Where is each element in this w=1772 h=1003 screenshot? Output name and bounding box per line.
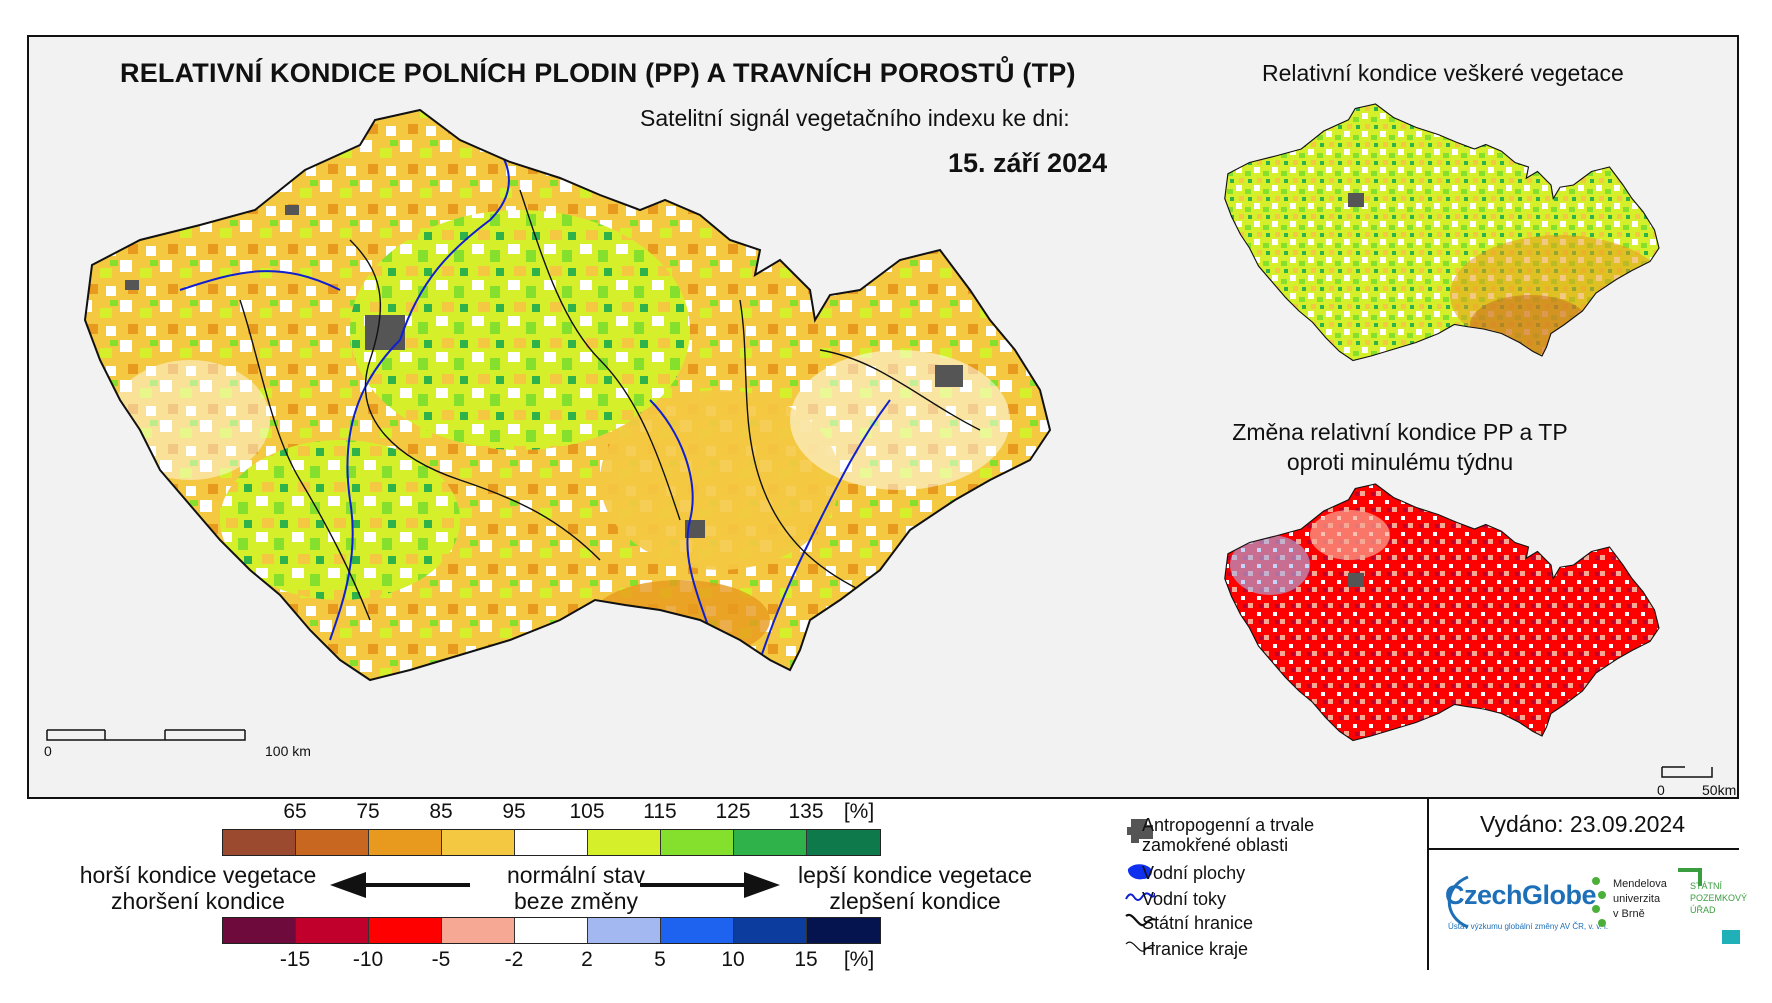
condition-tick-6: 125 <box>715 800 751 823</box>
mendel-logo-dots-icon <box>1592 877 1606 927</box>
change-swatch-5 <box>588 918 661 943</box>
change-swatch-0 <box>223 918 296 943</box>
key-water-bodies: Vodní plochy <box>1142 863 1246 883</box>
change-swatch-4 <box>515 918 588 943</box>
change-swatch-6 <box>661 918 734 943</box>
spu-logo-mark-icon <box>1678 868 1702 886</box>
mendel-line1: Mendelova <box>1613 878 1667 890</box>
czechglobe-logo: CzechGlobe <box>1445 880 1597 910</box>
normal-label: normální stav beze změny <box>476 862 676 914</box>
page-title: RELATIVNÍ KONDICE POLNÍCH PLODIN (PP) A … <box>120 58 1076 88</box>
change-colorbar <box>222 917 881 944</box>
condition-swatch-7 <box>734 830 807 855</box>
mendel-line2: univerzita <box>1613 893 1661 905</box>
main-scale-end: 100 km <box>265 743 311 759</box>
change-tick-3: -2 <box>504 948 524 971</box>
condition-tick-0: 65 <box>283 800 307 823</box>
change-tick-8: [%] <box>843 948 875 971</box>
key-state-border: Státní hranice <box>1142 913 1254 933</box>
condition-tick-8: [%] <box>843 800 875 823</box>
condition-tick-3: 95 <box>502 800 526 823</box>
change-tick-1: -10 <box>352 948 384 971</box>
change-swatch-7 <box>734 918 807 943</box>
main-scale-start: 0 <box>44 743 52 759</box>
czechglobe-logo-subtitle: Ústav výzkumu globální změny AV ČR, v. v… <box>1448 922 1609 931</box>
vegetation-map-title: Relativní kondice veškeré vegetace <box>1262 60 1624 86</box>
key-urban: Antropogenní a trvale zamokřené oblasti <box>1142 815 1314 855</box>
water-body-icon <box>1127 864 1152 880</box>
condition-swatch-1 <box>296 830 369 855</box>
key-urban-line1: Antropogenní a trvale <box>1142 815 1315 835</box>
mendel-logo: Mendelova univerzita v Brně <box>1613 877 1667 922</box>
worse-label: horší kondice vegetace zhoršení kondice <box>68 862 328 914</box>
right-arrow-icon <box>640 872 780 898</box>
normal-label-line2: beze změny <box>513 888 638 914</box>
change-map-title-line1: Změna relativní kondice PP a TP <box>1232 419 1568 445</box>
change-tick-4: 2 <box>581 948 593 971</box>
state-border-icon <box>1125 913 1155 927</box>
czechglobe-logo-arc-icon <box>1447 875 1469 929</box>
change-tick-6: 10 <box>721 948 745 971</box>
condition-swatch-2 <box>369 830 442 855</box>
vegetation-condition-map <box>1223 102 1661 362</box>
normal-label-line1: normální stav <box>506 862 646 888</box>
condition-swatch-3 <box>442 830 515 855</box>
condition-tick-1: 75 <box>356 800 380 823</box>
small-scale-bar <box>1661 766 1713 778</box>
spu-logo-square <box>1722 930 1740 944</box>
change-swatch-3 <box>442 918 515 943</box>
condition-swatch-4 <box>515 830 588 855</box>
main-scale-bar <box>46 729 246 741</box>
spu-line3: ÚŘAD <box>1690 905 1716 915</box>
condition-tick-5: 115 <box>643 800 677 823</box>
key-rivers: Vodní toky <box>1142 889 1227 909</box>
change-tick-2: -5 <box>431 948 451 971</box>
condition-tick-4: 105 <box>569 800 605 823</box>
condition-swatch-0 <box>223 830 296 855</box>
change-tick-0: -15 <box>279 948 311 971</box>
condition-colorbar <box>222 829 881 856</box>
small-scale-end: 50km <box>1702 782 1737 798</box>
page-subtitle: Satelitní signál vegetačního indexu ke d… <box>640 105 1070 131</box>
condition-tick-7: 135 <box>788 800 824 823</box>
main-condition-map <box>84 109 1051 681</box>
river-icon <box>1125 892 1155 901</box>
condition-swatch-6 <box>661 830 734 855</box>
change-map-title: Změna relativní kondice PP a TP oproti m… <box>1210 417 1590 477</box>
page-date: 15. září 2024 <box>948 148 1108 178</box>
change-tick-5: 5 <box>654 948 666 971</box>
better-label-line2: zlepšení kondice <box>829 888 1001 914</box>
better-label-line1: lepší kondice vegetace <box>798 862 1032 888</box>
small-scale-start: 0 <box>1657 782 1665 798</box>
spu-line2: POZEMKOVÝ <box>1690 893 1748 903</box>
spu-logo: STÁTNÍ POZEMKOVÝ ÚŘAD <box>1690 880 1747 916</box>
condition-swatch-5 <box>588 830 661 855</box>
better-label: lepší kondice vegetace zlepšení kondice <box>785 862 1045 914</box>
spu-line1: STÁTNÍ <box>1690 881 1723 891</box>
mendel-line3: v Brně <box>1613 908 1645 920</box>
condition-change-map <box>1223 482 1661 742</box>
change-map-title-line2: oproti minulému týdnu <box>1286 449 1514 475</box>
change-swatch-8 <box>807 918 880 943</box>
key-region-border: Hranice kraje <box>1142 939 1249 959</box>
change-tick-7: 15 <box>794 948 818 971</box>
urban-area-icon <box>1127 819 1153 843</box>
condition-tick-2: 85 <box>429 800 453 823</box>
change-swatch-2 <box>369 918 442 943</box>
left-arrow-icon <box>330 872 470 898</box>
key-urban-line2: zamokřené oblasti <box>1142 835 1289 855</box>
worse-label-line2: zhoršení kondice <box>111 888 285 914</box>
issued-divider <box>1427 848 1739 850</box>
legend-divider <box>1427 797 1429 970</box>
issued-date: Vydáno: 23.09.2024 <box>1480 811 1686 837</box>
worse-label-line1: horší kondice vegetace <box>79 862 317 888</box>
condition-swatch-8 <box>807 830 880 855</box>
region-border-icon <box>1125 941 1155 952</box>
change-swatch-1 <box>296 918 369 943</box>
